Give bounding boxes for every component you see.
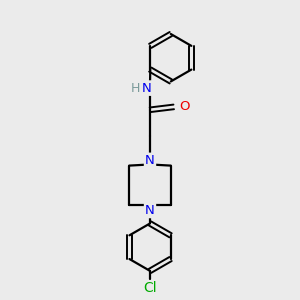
Text: N: N (145, 204, 155, 217)
Text: Cl: Cl (143, 281, 157, 295)
Text: H: H (130, 82, 140, 94)
Text: N: N (142, 82, 152, 94)
Text: O: O (179, 100, 190, 113)
Text: N: N (145, 154, 155, 167)
